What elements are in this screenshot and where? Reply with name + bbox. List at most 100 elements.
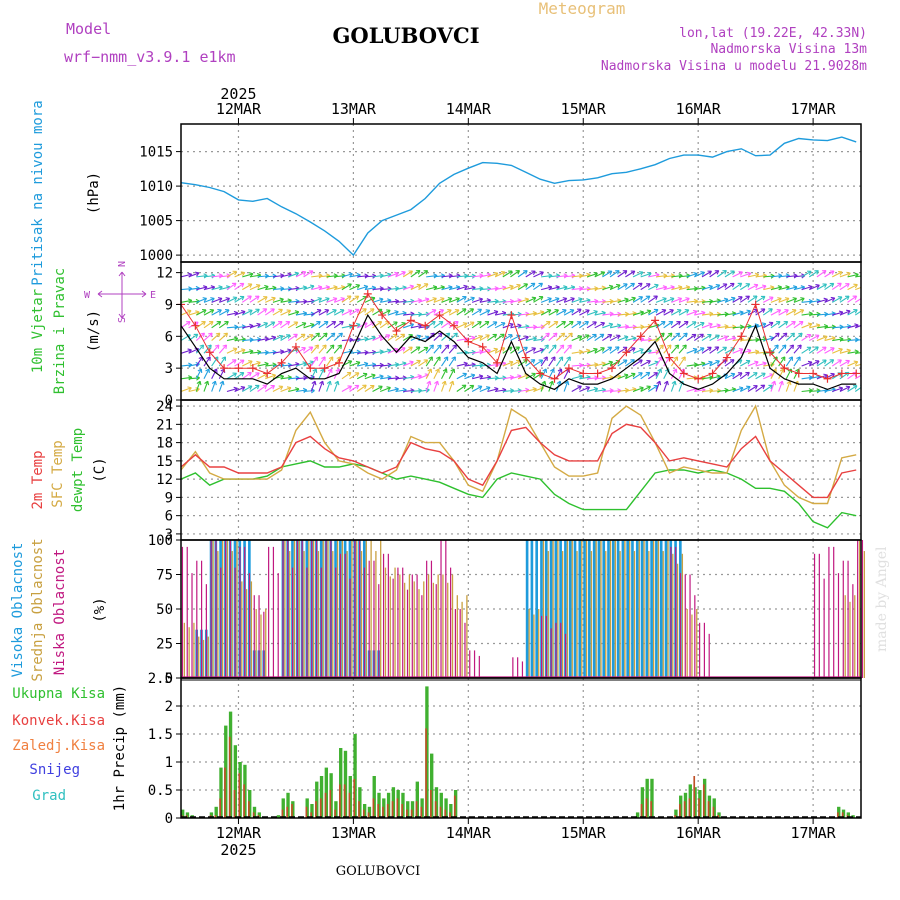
product-title: Meteogram bbox=[539, 0, 626, 18]
wind-arrow-head bbox=[656, 380, 662, 386]
wind-arrow-head bbox=[317, 297, 322, 302]
wind-arrow-head bbox=[484, 320, 490, 326]
wind-arrow-head bbox=[271, 373, 277, 379]
cloud-panel bbox=[181, 540, 866, 678]
wind-arrow-head bbox=[508, 360, 514, 366]
y-tick-label: 6 bbox=[165, 329, 173, 345]
wind-arrow bbox=[579, 386, 590, 393]
wind-arrow bbox=[349, 361, 361, 367]
wind-arrow bbox=[280, 376, 292, 380]
wind-arrow bbox=[831, 359, 842, 367]
wind-arrow bbox=[763, 275, 775, 278]
wind-arrow-head bbox=[500, 333, 505, 339]
wind-arrow-head bbox=[722, 270, 727, 275]
wind-arrow-head bbox=[214, 344, 220, 350]
wind-arrow bbox=[763, 373, 774, 380]
wind-arrow bbox=[310, 380, 316, 392]
wind-arrow bbox=[395, 389, 407, 393]
wind-arrow bbox=[487, 272, 499, 278]
wind-arrow bbox=[732, 372, 743, 380]
wind-arrow-head bbox=[370, 296, 376, 302]
total-precip-bar bbox=[281, 798, 285, 818]
wind-arrow bbox=[364, 308, 375, 316]
wind-arrow bbox=[295, 347, 306, 354]
wind-arrow bbox=[701, 334, 712, 342]
wind-arrow-head bbox=[516, 283, 521, 289]
wind-gust-marker bbox=[766, 348, 775, 357]
wind-arrow-head bbox=[208, 320, 214, 326]
wind-arrow bbox=[433, 297, 445, 303]
wind-arrow bbox=[456, 373, 467, 380]
wind-arrow-head bbox=[247, 283, 253, 288]
wind-arrow bbox=[219, 297, 230, 303]
conv-precip-bar bbox=[406, 809, 408, 818]
wind-arrow bbox=[724, 359, 735, 367]
wind-arrow-head bbox=[308, 334, 314, 339]
wind-arrow bbox=[364, 385, 375, 392]
wind-arrow bbox=[472, 364, 484, 367]
wind-arrow-head bbox=[362, 308, 367, 313]
y-tick-label: 75 bbox=[156, 568, 173, 584]
wind-arrow-head bbox=[761, 284, 767, 290]
wind-arrow-head bbox=[530, 359, 536, 364]
wind-arrow-head bbox=[530, 282, 536, 288]
total-precip-bar bbox=[233, 745, 238, 818]
wind-arrow-head bbox=[239, 359, 245, 365]
wind-arrow bbox=[579, 321, 589, 329]
conv-precip-bar bbox=[238, 773, 241, 818]
wind-arrow bbox=[265, 351, 277, 354]
wind-arrow-head bbox=[775, 332, 780, 338]
wind-arrow bbox=[793, 297, 805, 303]
wind-arrow bbox=[448, 344, 457, 354]
wind-panel bbox=[177, 270, 861, 394]
wind-arrow-head bbox=[745, 295, 750, 301]
wind-arrow bbox=[433, 368, 440, 380]
wind-arrow bbox=[671, 286, 683, 291]
wind-arrow bbox=[625, 297, 636, 303]
wind-arrow-head bbox=[531, 372, 536, 378]
wind-arrow-head bbox=[441, 380, 447, 386]
wind-arrow bbox=[234, 359, 245, 367]
wind-arrow bbox=[218, 332, 228, 341]
temperature-panel bbox=[180, 404, 857, 529]
wind-arrow-head bbox=[653, 295, 658, 300]
wind-arrow bbox=[847, 338, 859, 342]
conv-precip-bar bbox=[841, 812, 844, 818]
wind-arrow bbox=[372, 335, 383, 342]
wind-arrow-head bbox=[645, 371, 651, 377]
wind-arrow bbox=[770, 332, 780, 341]
wind-arrow bbox=[655, 344, 664, 354]
y-tick-label: 3 bbox=[165, 527, 173, 543]
wind-arrow-head bbox=[714, 346, 720, 351]
wind-arrow-head bbox=[355, 283, 361, 289]
wind-arrow-head bbox=[308, 270, 314, 275]
wind-arrow bbox=[395, 300, 407, 303]
wind-arrow-head bbox=[806, 346, 812, 352]
wind-arrow-head bbox=[332, 297, 338, 302]
wind-arrow bbox=[763, 296, 774, 303]
precipitation-panel bbox=[181, 679, 861, 818]
wind-arrow-head bbox=[807, 270, 812, 276]
wind-arrow-head bbox=[508, 270, 513, 275]
x-bottom-tick-label: 17MAR bbox=[791, 824, 837, 842]
dewpt-line bbox=[180, 460, 857, 529]
wind-arrow bbox=[548, 380, 554, 392]
wind-arrow bbox=[249, 274, 261, 278]
wind-arrow bbox=[571, 350, 583, 354]
wind-arrow-head bbox=[768, 308, 773, 313]
wind-arrow bbox=[288, 388, 300, 393]
wind-arrow-head bbox=[222, 344, 228, 350]
wind-arrow bbox=[303, 334, 314, 342]
wind-arrow-head bbox=[485, 386, 491, 391]
conv-precip-bar bbox=[382, 806, 384, 818]
wind-arrow bbox=[372, 308, 383, 316]
wind-arrow bbox=[334, 297, 345, 303]
wind-arrow-head bbox=[478, 297, 484, 303]
wind-arrow bbox=[655, 297, 667, 303]
wind-arrow bbox=[571, 308, 582, 316]
compass-w: W bbox=[84, 290, 91, 301]
wind-arrow bbox=[249, 338, 261, 342]
wind-arrow bbox=[854, 297, 861, 303]
wind-arrow bbox=[364, 351, 376, 354]
watermark: made by Angel bbox=[874, 546, 890, 652]
